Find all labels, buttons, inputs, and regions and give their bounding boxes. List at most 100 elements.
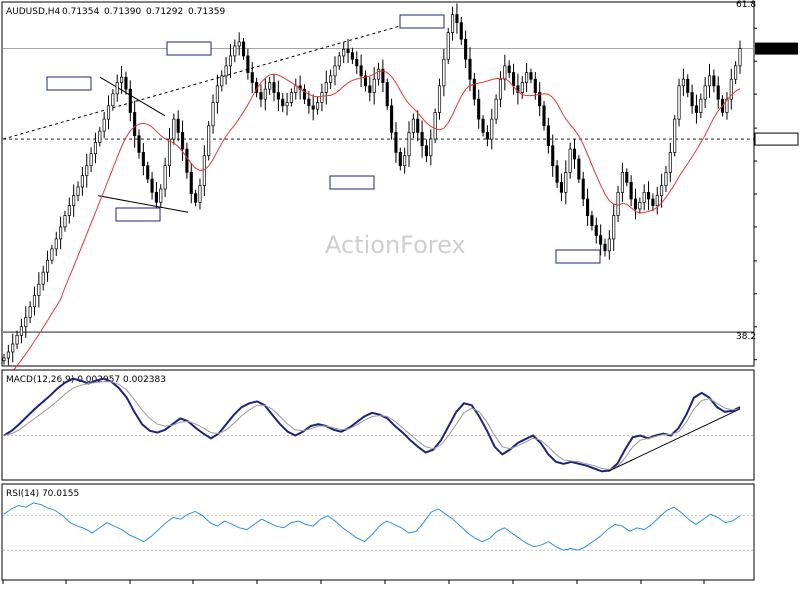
candle-body	[542, 105, 546, 127]
candle-body	[703, 85, 707, 100]
candle-body	[464, 38, 468, 60]
candle-body	[159, 188, 163, 203]
candle-body	[481, 118, 485, 133]
candle-body	[250, 72, 254, 83]
candle-body	[320, 92, 324, 103]
candle-body	[638, 201, 642, 210]
candle-body	[342, 48, 346, 57]
candle-body	[24, 317, 28, 328]
candle-body	[302, 88, 307, 100]
candle-body	[311, 105, 315, 110]
candle-body	[228, 55, 233, 67]
candle-body	[337, 55, 341, 67]
candle-body	[642, 191, 646, 203]
moving-average-line	[3, 70, 741, 382]
ohlc-high: 0.71390	[104, 7, 141, 17]
candle-body	[690, 92, 694, 107]
candle-body	[490, 118, 494, 140]
rising-trendline	[2, 14, 441, 140]
candle-body	[211, 102, 215, 127]
macd-trendline	[607, 408, 741, 472]
candle-body	[529, 72, 533, 80]
candle-body	[699, 98, 703, 113]
candle-body	[85, 165, 89, 177]
candle-body	[237, 41, 241, 47]
candle-body	[660, 185, 664, 196]
candle-body	[316, 102, 320, 110]
candle-body	[268, 82, 272, 90]
candle-body	[485, 132, 489, 140]
candle-body	[468, 58, 472, 80]
candle-body	[673, 118, 677, 153]
annotation-box	[329, 175, 375, 190]
candle-body	[411, 118, 415, 133]
candle-body	[246, 55, 250, 73]
annotation-box	[166, 41, 212, 56]
watermark: ActionForex	[325, 231, 466, 259]
candle-body	[19, 326, 23, 336]
candle-body	[664, 172, 668, 187]
candle-body	[625, 172, 629, 183]
candle-body	[581, 178, 585, 200]
candle-body	[368, 85, 372, 93]
wedge-upper-line	[99, 76, 166, 117]
candle-body	[511, 72, 516, 87]
candle-body	[594, 225, 598, 236]
candle-body	[28, 306, 32, 318]
candle-body	[525, 72, 529, 83]
candle-body	[329, 75, 333, 83]
candle-body	[646, 191, 651, 200]
candle-body	[80, 175, 84, 188]
candle-body	[472, 78, 476, 100]
candle-body	[324, 82, 328, 93]
candle-body	[285, 102, 289, 107]
candle-body	[394, 132, 398, 153]
candle-body	[520, 82, 524, 93]
candle-body	[420, 132, 424, 147]
rsi-panel: RSI(14) 70.0155	[1, 483, 755, 581]
candle-body	[603, 243, 607, 252]
candle-body	[429, 138, 433, 157]
candle-body	[437, 85, 442, 113]
candle-body	[498, 78, 503, 100]
candle-body	[433, 112, 437, 140]
candle-body	[2, 357, 6, 362]
current-price-box	[755, 42, 798, 55]
candle-body	[281, 98, 285, 107]
candle-body	[551, 145, 555, 167]
candle-body	[533, 78, 537, 93]
candle-body	[198, 185, 202, 203]
candle-body	[289, 92, 293, 103]
candle-body	[555, 165, 559, 183]
candle-body	[333, 65, 337, 77]
candle-body	[54, 238, 58, 250]
ohlc-open: 0.71354	[62, 7, 99, 17]
candle-body	[72, 195, 76, 206]
candle-body	[694, 105, 698, 113]
candle-body	[712, 75, 716, 87]
candle-body	[154, 191, 158, 203]
candle-body	[459, 22, 463, 40]
fib-top-label: 61.8	[736, 0, 756, 10]
annotation-box	[555, 249, 601, 264]
x-axis	[2, 580, 705, 584]
candle-body	[451, 14, 455, 33]
annotation-box	[46, 76, 92, 91]
candle-body	[477, 98, 481, 120]
candle-body	[381, 68, 385, 83]
candle-body	[102, 118, 106, 132]
candle-body	[599, 235, 603, 245]
candle-body	[106, 105, 111, 120]
macd-line	[3, 377, 741, 473]
candle-body	[120, 76, 124, 83]
candle-body	[167, 138, 172, 167]
candle-body	[738, 48, 742, 67]
candle-body	[350, 52, 354, 60]
macd-panel: MACD(12,26,9) 0.002957 0.002383	[1, 369, 755, 481]
candle-body	[572, 148, 577, 160]
candle-body	[272, 82, 276, 93]
fib-bottom-label: 38.2	[736, 332, 756, 342]
candle-body	[372, 78, 376, 93]
candle-body	[346, 48, 350, 53]
candle-body	[725, 98, 729, 113]
